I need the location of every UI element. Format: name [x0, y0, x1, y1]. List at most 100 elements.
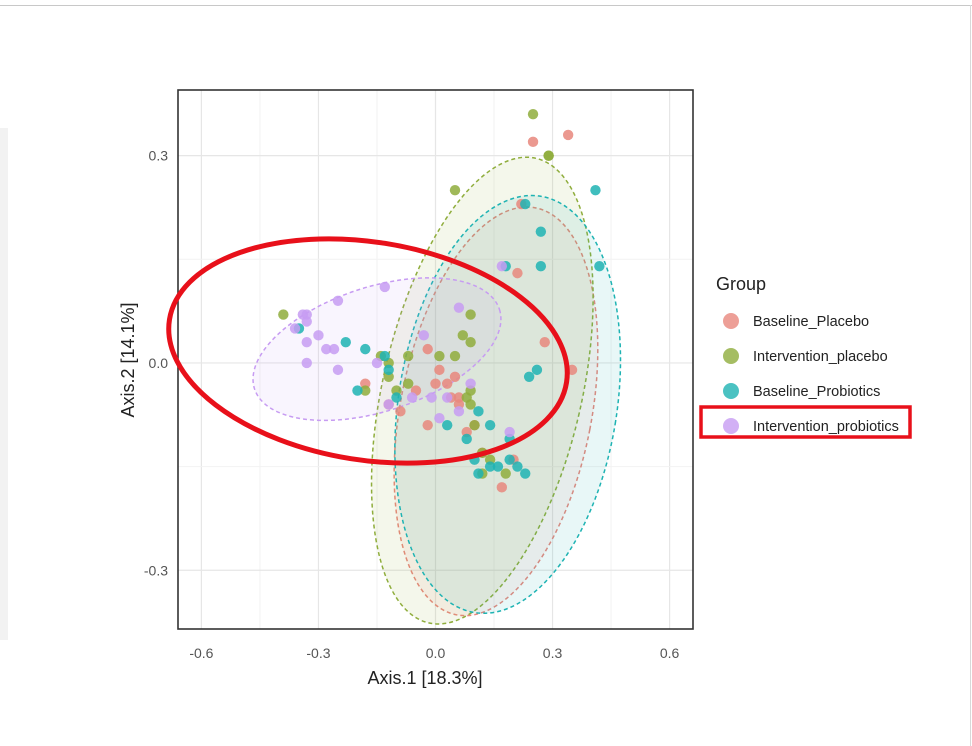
- point-intervention-probiotics: [453, 302, 465, 313]
- point-intervention-probiotics: [379, 281, 390, 293]
- point-baseline-probiotics: [484, 419, 496, 431]
- point-intervention-probiotics: [301, 357, 312, 369]
- point-intervention-probiotics: [453, 406, 465, 417]
- point-baseline-probiotics: [352, 385, 363, 396]
- point-intervention-placebo: [449, 350, 461, 362]
- point-baseline-placebo: [562, 129, 574, 141]
- y-tick-labels: -0.3 0.0 0.3: [144, 148, 168, 579]
- point-baseline-probiotics: [520, 198, 531, 210]
- point-intervention-probiotics: [465, 378, 476, 389]
- page-frame-right: [970, 5, 971, 746]
- legend: Group Baseline_Placebo Intervention_place…: [716, 274, 899, 435]
- point-intervention-probiotics: [313, 330, 324, 341]
- legend-key-baseline-placebo: [723, 313, 739, 329]
- point-baseline-placebo: [527, 136, 539, 148]
- point-baseline-placebo: [430, 378, 441, 389]
- point-intervention-probiotics: [406, 392, 418, 403]
- point-intervention-placebo: [527, 108, 539, 120]
- point-baseline-probiotics: [379, 350, 390, 362]
- point-intervention-placebo: [465, 337, 476, 348]
- point-intervention-placebo: [543, 150, 554, 161]
- point-intervention-probiotics: [418, 330, 429, 341]
- point-intervention-placebo: [449, 184, 461, 196]
- point-intervention-placebo: [402, 378, 414, 389]
- point-baseline-probiotics: [531, 364, 543, 376]
- point-intervention-probiotics: [301, 337, 312, 348]
- point-baseline-placebo: [442, 378, 453, 389]
- ellipse-baseline-placebo: [393, 206, 599, 617]
- point-intervention-probiotics: [289, 323, 301, 334]
- y-tick-label: 0.3: [149, 148, 169, 164]
- ellipse-baseline-probiotics: [394, 194, 622, 615]
- legend-title: Group: [716, 274, 766, 294]
- point-intervention-probiotics: [332, 364, 344, 376]
- point-baseline-probiotics: [520, 468, 531, 479]
- point-baseline-probiotics: [473, 468, 484, 479]
- grid: [178, 90, 693, 629]
- point-baseline-placebo: [422, 343, 433, 355]
- point-intervention-placebo: [360, 385, 371, 396]
- y-tick-label: 0.0: [149, 355, 169, 371]
- point-baseline-probiotics: [340, 337, 351, 348]
- point-baseline-probiotics: [492, 461, 504, 472]
- point-baseline-placebo: [449, 371, 461, 382]
- point-intervention-probiotics: [371, 357, 383, 369]
- x-tick-label: -0.6: [189, 645, 213, 661]
- legend-label-baseline-placebo: Baseline_Placebo: [753, 314, 869, 330]
- point-intervention-probiotics: [504, 426, 515, 438]
- point-intervention-probiotics: [434, 413, 445, 424]
- left-shade-strip: [0, 128, 8, 640]
- point-baseline-probiotics: [504, 454, 515, 465]
- point-intervention-placebo: [434, 350, 445, 362]
- point-baseline-probiotics: [383, 364, 394, 376]
- point-intervention-probiotics: [383, 399, 394, 410]
- legend-key-intervention-placebo: [723, 348, 739, 364]
- page-frame-top: [0, 5, 972, 6]
- point-baseline-probiotics: [512, 461, 523, 472]
- point-intervention-probiotics: [442, 392, 453, 403]
- data-points: [278, 108, 605, 493]
- point-intervention-probiotics: [426, 392, 437, 403]
- point-intervention-placebo: [469, 419, 480, 431]
- point-baseline-placebo: [512, 267, 523, 279]
- y-axis-label: Axis.2 [14.1%]: [118, 302, 138, 417]
- point-intervention-placebo: [457, 330, 469, 341]
- point-baseline-placebo: [434, 364, 445, 376]
- point-intervention-placebo: [500, 468, 511, 479]
- point-intervention-probiotics: [496, 261, 508, 272]
- y-tick-label: -0.3: [144, 562, 168, 578]
- x-tick-label: 0.0: [426, 645, 446, 661]
- point-baseline-probiotics: [484, 461, 496, 472]
- point-baseline-placebo: [496, 482, 508, 493]
- point-intervention-placebo: [402, 350, 414, 362]
- highlight-circle: [166, 236, 570, 466]
- point-baseline-probiotics: [442, 419, 453, 431]
- legend-label-intervention-placebo: Intervention_placebo: [753, 349, 888, 365]
- point-baseline-placebo: [395, 406, 406, 417]
- legend-label-intervention-probiotics: Intervention_probiotics: [753, 419, 899, 435]
- legend-key-baseline-probiotics: [723, 383, 739, 399]
- point-baseline-probiotics: [594, 261, 605, 272]
- point-baseline-probiotics: [535, 226, 547, 237]
- point-baseline-probiotics: [535, 261, 547, 272]
- legend-highlight-box: [699, 405, 912, 439]
- point-intervention-probiotics: [332, 295, 344, 306]
- x-tick-labels: -0.6 -0.3 0.0 0.3 0.6: [189, 645, 679, 661]
- point-baseline-probiotics: [523, 371, 535, 382]
- point-intervention-placebo: [278, 309, 289, 320]
- x-tick-label: -0.3: [306, 645, 330, 661]
- point-intervention-probiotics: [301, 316, 312, 327]
- point-intervention-probiotics: [321, 343, 332, 355]
- point-baseline-probiotics: [360, 343, 371, 355]
- point-baseline-probiotics: [473, 406, 484, 417]
- point-intervention-placebo: [465, 309, 476, 320]
- point-baseline-probiotics: [391, 392, 402, 403]
- x-axis-label: Axis.1 [18.3%]: [367, 668, 482, 688]
- point-baseline-probiotics: [461, 433, 472, 445]
- x-tick-label: 0.3: [543, 645, 563, 661]
- point-baseline-probiotics: [590, 184, 601, 196]
- point-intervention-placebo: [465, 399, 476, 410]
- legend-key-intervention-probiotics: [723, 418, 739, 434]
- legend-label-baseline-probiotics: Baseline_Probiotics: [753, 384, 880, 400]
